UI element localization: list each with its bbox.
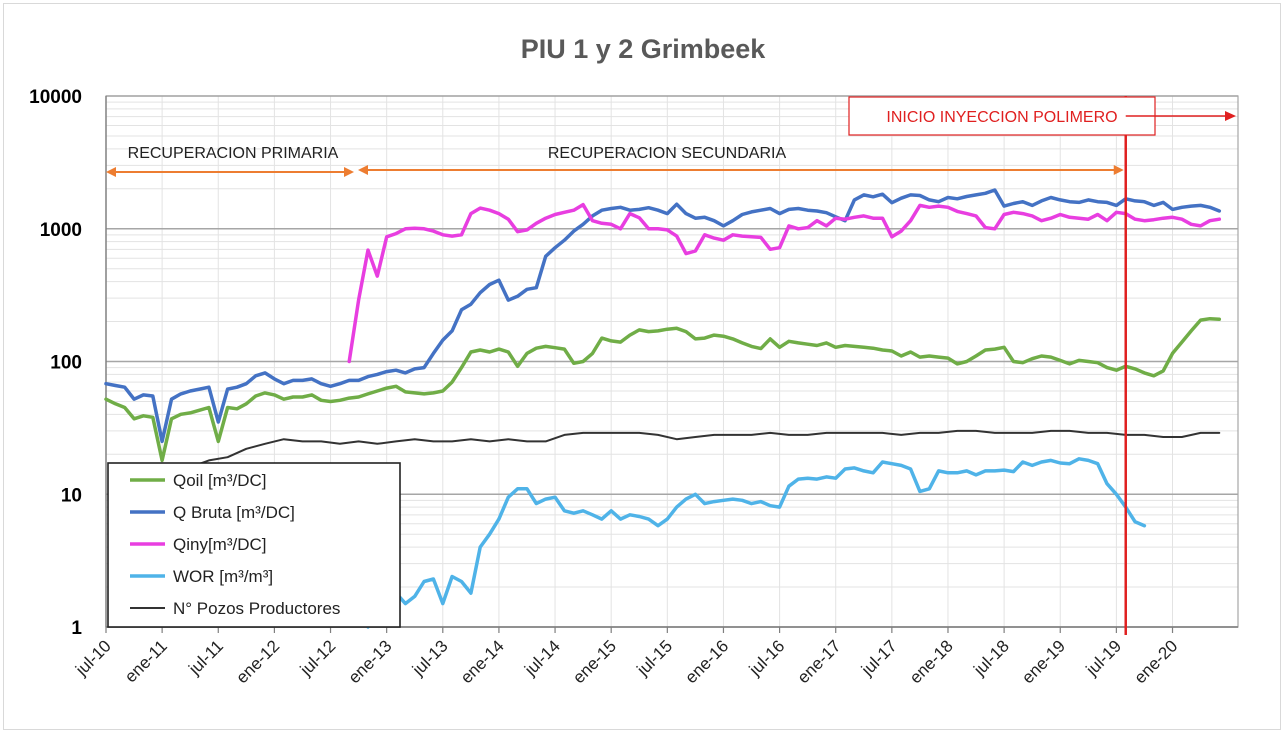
x-tick-label: jul-17 — [857, 636, 901, 680]
x-tick-label: ene-17 — [794, 636, 845, 687]
x-tick-label: ene-12 — [232, 636, 283, 687]
y-tick-label: 100 — [50, 353, 82, 374]
legend: Qoil [m³/DC] Q Bruta [m³/DC] Qiny[m³/DC] WO… — [107, 462, 401, 628]
y-tick-label: 1000 — [40, 220, 82, 241]
series-line-qiny — [347, 202, 1222, 364]
x-tick-label: jul-14 — [520, 636, 564, 680]
x-tick-label: jul-11 — [184, 636, 227, 679]
arrow-primaria-right-head — [344, 167, 354, 177]
arrow-primaria-left-head — [106, 167, 116, 177]
x-tick-label: ene-11 — [121, 636, 171, 686]
x-tick-label: jul-16 — [745, 636, 789, 680]
series-line-qoil — [104, 316, 1222, 463]
chart-title: PIU 1 y 2 Grimbeek — [521, 34, 767, 64]
x-tick-label: ene-15 — [569, 636, 620, 687]
y-tick-label: 1 — [71, 618, 82, 639]
x-tick-label: jul-15 — [633, 636, 677, 680]
y-tick-label: 10 — [61, 485, 82, 506]
x-tick-label: ene-19 — [1018, 636, 1069, 687]
legend-label-qiny: Qiny[m³/DC] — [173, 535, 267, 554]
label-recuperacion-primaria: RECUPERACION PRIMARIA — [128, 145, 339, 162]
series-line-wor — [366, 457, 1147, 629]
x-tick-label: jul-19 — [1082, 636, 1126, 680]
legend-label-qoil: Qoil [m³/DC] — [173, 471, 267, 490]
series-lines — [104, 188, 1222, 629]
x-tick-label: jul-18 — [969, 636, 1013, 680]
arrow-secundaria-right-head — [1113, 165, 1124, 175]
legend-label-wor: WOR [m³/m³] — [173, 567, 273, 586]
y-tick-label: 10000 — [29, 87, 82, 108]
legend-label-qbruta: Q Bruta [m³/DC] — [173, 503, 295, 522]
label-recuperacion-secundaria: RECUPERACION SECUNDARIA — [548, 145, 787, 162]
label-inicio-inyeccion-polimero: INICIO INYECCION POLIMERO — [886, 109, 1117, 126]
x-tick-label: ene-18 — [906, 636, 957, 687]
x-tick-label: jul-12 — [296, 636, 340, 680]
series-line-pozos — [170, 429, 1221, 476]
series-line-qbruta — [104, 188, 1222, 444]
legend-label-pozos: N° Pozos Productores — [173, 599, 340, 618]
arrow-secundaria-left-head — [358, 165, 368, 175]
polimero-label-box — [848, 96, 1156, 136]
x-tick-label: jul-10 — [71, 636, 115, 680]
x-tick-label: jul-13 — [408, 636, 452, 680]
x-tick-label: ene-16 — [681, 636, 732, 687]
x-tick-label: ene-13 — [345, 636, 396, 687]
arrow-polimero-head — [1225, 111, 1236, 121]
x-tick-label: ene-14 — [457, 636, 508, 687]
grid — [105, 95, 1238, 628]
annotations: RECUPERACION PRIMARIA RECUPERACION SECUND… — [106, 96, 1236, 635]
x-tick-label: ene-20 — [1130, 636, 1181, 687]
